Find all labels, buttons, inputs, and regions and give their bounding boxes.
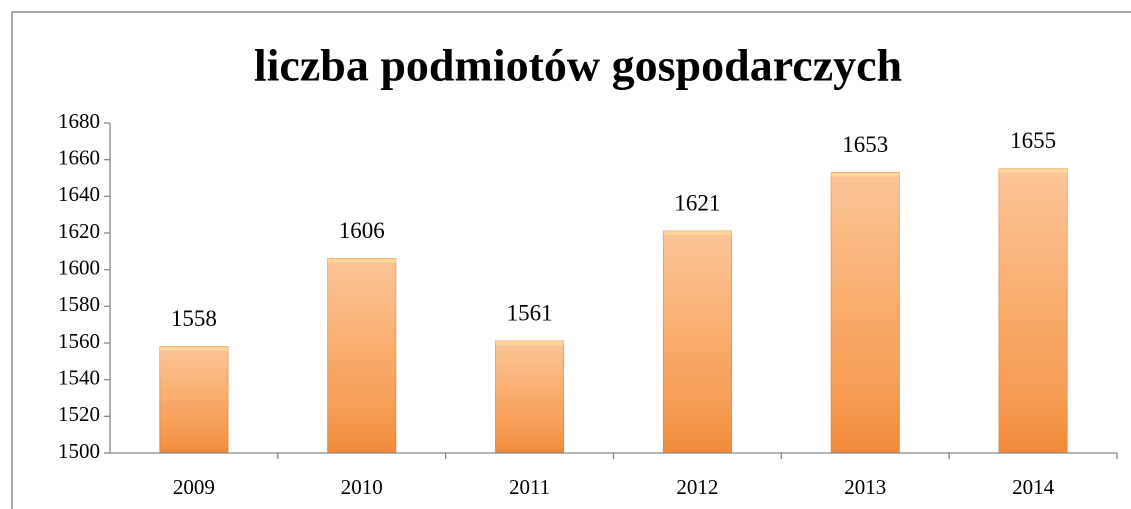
bar-top [327,258,396,263]
bar-shine [159,346,228,453]
data-label: 1561 [507,300,553,325]
y-tick-label: 1560 [58,329,100,353]
x-tick-label: 2009 [173,475,215,499]
y-tick-label: 1640 [58,182,100,206]
bar-top [495,341,564,346]
y-tick-label: 1500 [58,439,100,463]
data-label: 1621 [674,190,720,215]
data-label: 1606 [339,218,385,243]
y-tick-label: 1520 [58,402,100,426]
bar-shine [999,168,1068,454]
x-tick-label: 2014 [1012,475,1055,499]
bar-top [663,231,732,236]
bar-shine [831,172,900,453]
bar-top [831,172,900,177]
y-tick-label: 1600 [58,255,100,279]
x-tick-label: 2011 [509,475,550,499]
chart-border [11,11,1131,509]
bar-top [999,168,1068,173]
bar-shine [327,258,396,453]
data-label: 1558 [171,306,217,331]
bar-top [159,346,228,351]
y-tick-label: 1660 [58,145,100,169]
bar-shine [495,341,564,453]
y-tick-label: 1580 [58,292,100,316]
x-tick-label: 2013 [844,475,886,499]
chart-title: liczba podmiotów gospodarczych [254,40,902,91]
x-tick-label: 2010 [341,475,383,499]
y-tick-label: 1620 [58,219,100,243]
data-label: 1653 [842,132,888,157]
bar-shine [663,231,732,453]
y-tick-label: 1540 [58,365,100,389]
x-tick-label: 2012 [676,475,718,499]
y-tick-label: 1680 [58,109,100,133]
data-label: 1655 [1010,128,1056,153]
